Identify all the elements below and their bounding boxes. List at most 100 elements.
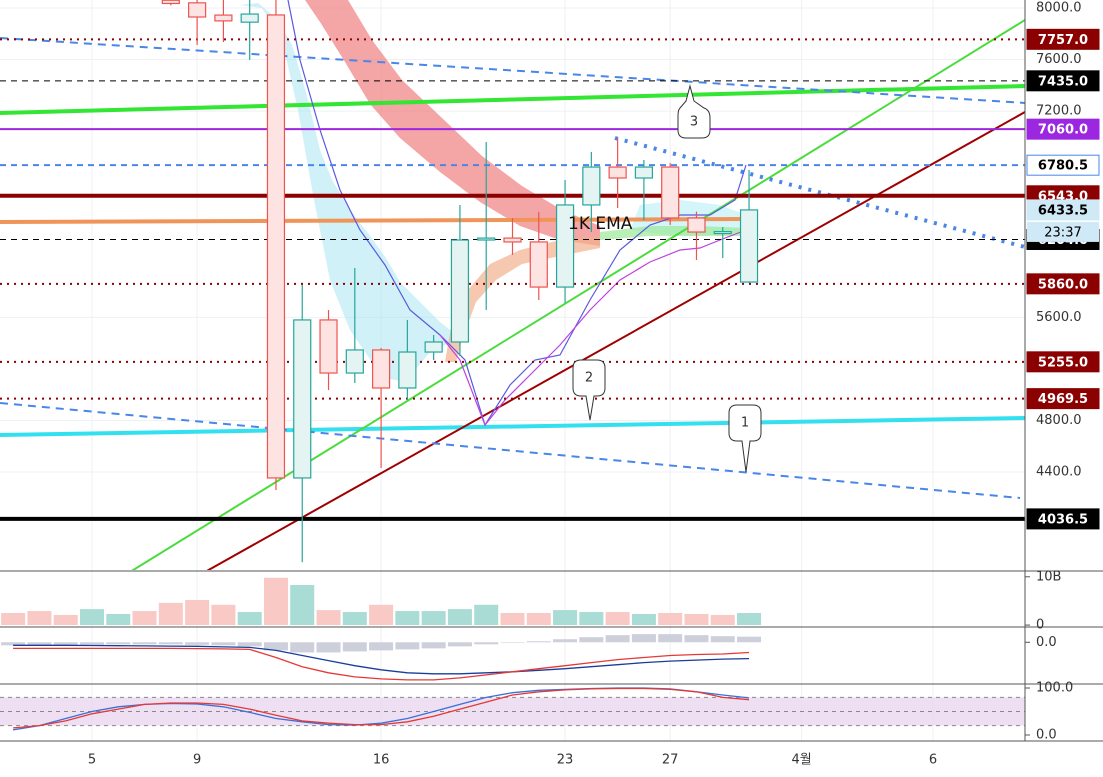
callout-label: 3 [690,115,698,130]
x-tick-label: 16 [373,753,390,768]
candle-body [582,166,601,206]
volume-bar [553,610,578,626]
volume-bar [579,612,604,626]
candle-body [608,166,627,179]
volume-bar [158,602,183,626]
macd-bar [526,641,551,643]
volume-bar [79,609,104,626]
x-tick-label: 5 [88,753,96,768]
price-tag-label: 7060.0 [1038,123,1088,138]
callout [677,84,711,139]
candles [161,0,759,563]
trend-line [206,111,1025,570]
macd-bar [27,642,52,646]
candle-body [634,166,654,179]
candle-body [739,209,759,283]
price-tag [1026,199,1100,221]
candle-body [266,14,286,479]
price-tag-label: 7435.0 [1038,74,1088,89]
macd-bar [553,639,578,643]
candle-body [503,237,522,243]
y-tick-label: 0 [1036,618,1044,633]
y-tick-label: 4400.0 [1036,465,1082,480]
macd-bar [605,635,630,643]
volume-bar [290,585,315,626]
price-tag-label: 5860.0 [1038,277,1088,292]
price-tag [1026,154,1100,176]
volume-bar [342,612,367,626]
x-tick-label: 23 [557,753,574,768]
annotations: 1K EMA 3 2 1 [568,84,762,473]
macd-bar [447,642,472,647]
macd-bar [684,635,709,643]
volume-bar [395,611,420,626]
macd-bar [342,642,367,652]
y-tick-label: 7200.0 [1036,104,1082,119]
macd-bar [421,642,446,649]
trend-line [614,136,1025,249]
candle-body [214,14,233,22]
volume-bar [316,610,341,626]
trend-line [0,84,1025,115]
callout [572,359,606,421]
price-tag [1026,273,1100,295]
volume-bar [185,599,210,626]
callout-label: 2 [585,371,593,386]
price-tag-label: 4969.5 [1038,392,1088,407]
macd-bar [158,642,183,645]
trend-line [0,402,1021,499]
macd-bar [132,642,157,645]
candle-body [529,241,548,288]
moving-average [439,229,747,427]
macd-bar [395,642,420,650]
candle-body [450,239,470,343]
candle-body [398,351,417,389]
indicator-line [13,644,750,675]
price-tag [1026,70,1100,92]
y-tick-label: 4800.0 [1036,413,1082,428]
volume-bar [605,612,630,626]
y-tick-label: 8000.0 [1036,0,1082,15]
y-tick-label: 5600.0 [1036,310,1082,325]
price-tag-label: 6433.5 [1038,203,1088,218]
macd-bar [631,634,656,643]
candle-body [477,237,496,241]
volume-bar [526,613,551,626]
candle-body [240,13,259,23]
volume-bar [474,604,499,626]
callout [728,404,762,473]
indicator-line [13,647,750,681]
x-tick-label: 4월 [791,753,811,768]
levels [0,38,1025,521]
cloud [240,3,460,382]
macd-bar [737,636,762,643]
candle-body [661,166,680,219]
y-tick-label: 0.0 [1036,727,1057,742]
price-tag-label: 6780.5 [1038,159,1088,174]
volume-bar [684,613,709,626]
trend-line [131,19,1025,570]
volume-bar [631,613,656,626]
price-tag [1026,351,1100,373]
price-tag-label: 4036.5 [1038,512,1088,527]
x-tick-label: 27 [662,753,679,768]
price-tag [1026,388,1100,410]
macd-bar [263,642,288,651]
macd-bar [185,642,210,645]
price-tag [1026,508,1100,530]
volume-bar [1,613,26,626]
countdown: 23:37 [1044,225,1081,240]
candle-body [555,204,575,288]
macd-bar [106,642,131,645]
callout-label: 1 [741,416,749,431]
candle-body [293,319,312,479]
volume-bar [132,611,157,626]
macd-bar [710,636,735,643]
volume-bar [263,577,288,626]
macd-bar [658,634,683,643]
y-tick-label: 7600.0 [1036,52,1082,67]
macd-bar [500,642,525,643]
candle-body [687,217,706,233]
